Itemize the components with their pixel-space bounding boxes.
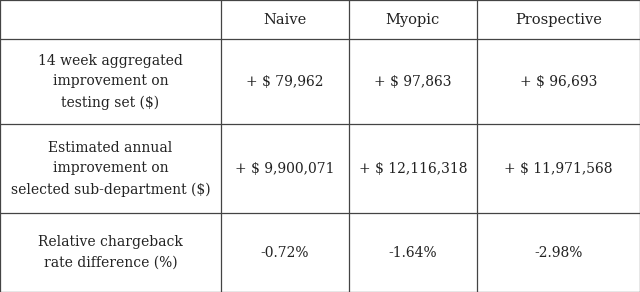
Text: -0.72%: -0.72% <box>260 246 309 260</box>
Text: Myopic: Myopic <box>386 13 440 27</box>
Text: Naive: Naive <box>263 13 307 27</box>
Text: Estimated annual
improvement on
selected sub-department ($): Estimated annual improvement on selected… <box>11 141 210 197</box>
Text: + $ 79,962: + $ 79,962 <box>246 75 324 89</box>
Text: Relative chargeback
rate difference (%): Relative chargeback rate difference (%) <box>38 235 183 270</box>
Text: + $ 96,693: + $ 96,693 <box>520 75 597 89</box>
Text: + $ 97,863: + $ 97,863 <box>374 75 452 89</box>
Text: + $ 9,900,071: + $ 9,900,071 <box>235 162 335 175</box>
Text: -1.64%: -1.64% <box>388 246 437 260</box>
Text: Prospective: Prospective <box>515 13 602 27</box>
Text: + $ 12,116,318: + $ 12,116,318 <box>358 162 467 175</box>
Text: -2.98%: -2.98% <box>534 246 582 260</box>
Text: 14 week aggregated
improvement on
testing set ($): 14 week aggregated improvement on testin… <box>38 54 183 110</box>
Text: + $ 11,971,568: + $ 11,971,568 <box>504 162 612 175</box>
